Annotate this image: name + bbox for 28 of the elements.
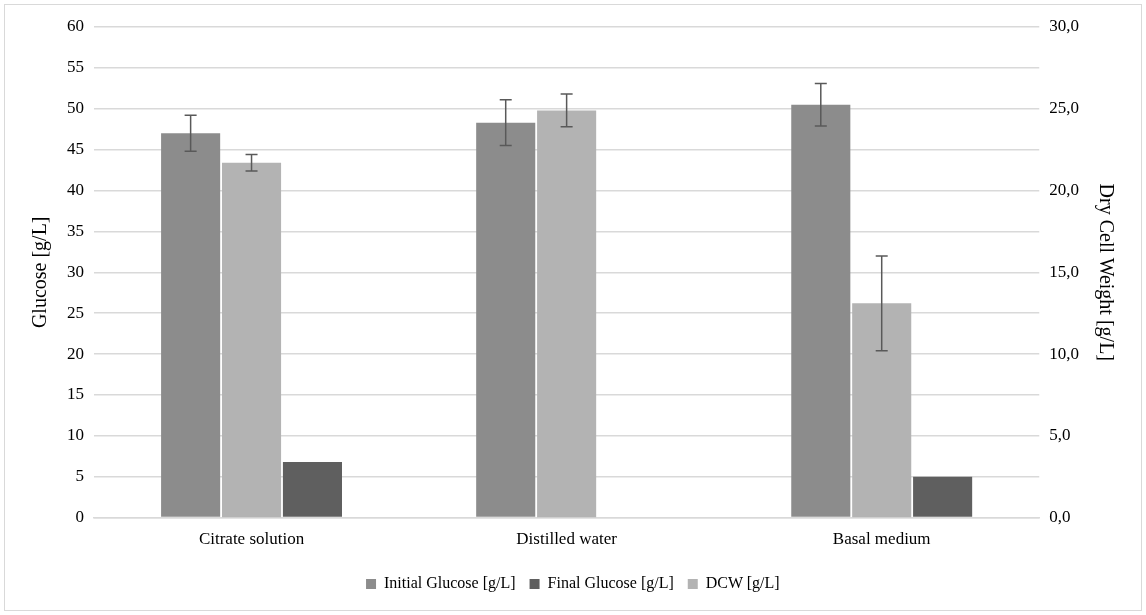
y-tick-label: 5 bbox=[75, 466, 84, 486]
y2-tick-label: 15,0 bbox=[1049, 261, 1079, 281]
y2-tick-label: 30,0 bbox=[1049, 16, 1079, 36]
y-tick-label: 0 bbox=[75, 507, 84, 527]
x-tick-label: Basal medium bbox=[832, 529, 931, 549]
y-tick-label: 30 bbox=[67, 261, 84, 281]
y-tick-label: 40 bbox=[67, 180, 84, 199]
legend-label: Final Glucose [g/L] bbox=[547, 574, 674, 593]
y2-tick-label: 5,0 bbox=[1049, 425, 1071, 445]
x-tick-label: Citrate solution bbox=[198, 529, 305, 549]
y-tick-label: 60 bbox=[67, 16, 84, 36]
y-tick-label: 15 bbox=[67, 384, 84, 404]
y-tick-label: 25 bbox=[67, 302, 84, 322]
y-tick-label: 35 bbox=[67, 220, 84, 240]
y-tick-label: 50 bbox=[67, 98, 84, 118]
y-axis-title: Glucose [g/L] bbox=[28, 216, 52, 329]
y-tick-label: 10 bbox=[67, 425, 84, 445]
y2-tick-label: 20,0 bbox=[1049, 180, 1079, 199]
legend-label: DCW [g/L] bbox=[705, 574, 780, 593]
y-tick-label: 55 bbox=[67, 57, 84, 77]
y2-tick-label: 25,0 bbox=[1049, 98, 1079, 118]
y2-tick-label: 10,0 bbox=[1049, 343, 1079, 363]
y2-axis-title: Dry Cell Weight [g/L] bbox=[1094, 183, 1118, 362]
legend-label: Initial Glucose [g/L] bbox=[384, 574, 516, 593]
y-tick-label: 20 bbox=[67, 343, 84, 363]
y2-tick-label: 0,0 bbox=[1049, 507, 1071, 527]
x-tick-label: Distilled water bbox=[516, 529, 618, 549]
y-tick-label: 45 bbox=[67, 139, 84, 159]
